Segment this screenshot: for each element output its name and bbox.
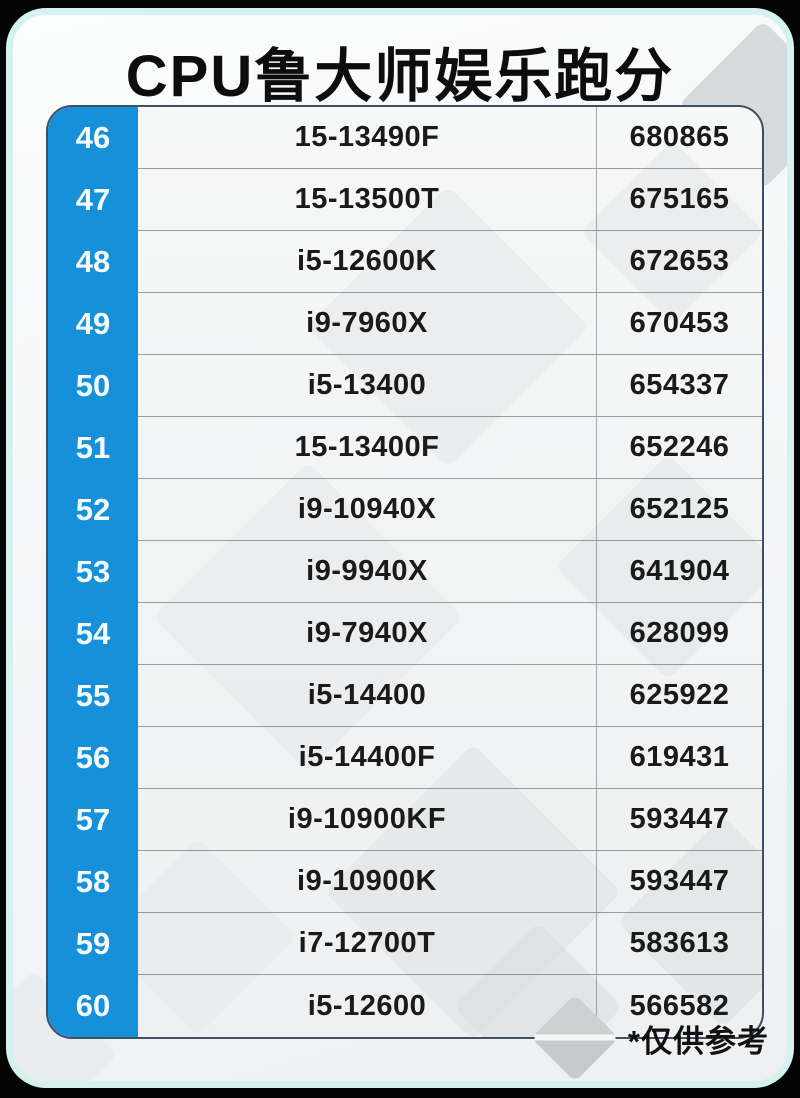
footer-diamond-icon: [531, 994, 619, 1081]
table-row: 50 i5-13400 654337: [48, 355, 762, 417]
row-cells: 15-13400F 652246: [138, 417, 762, 479]
row-cells: 15-13490F 680865: [138, 107, 762, 169]
cpu-model-cell: i7-12700T: [298, 927, 436, 959]
table-row: 53 i9-9940X 641904: [48, 541, 762, 603]
cpu-model-cell: 15-13490F: [294, 121, 440, 153]
row-cells: i5-12600 566582: [138, 975, 762, 1037]
cpu-model-cell: i9-9940X: [306, 555, 428, 587]
cpu-model-cell: i5-14400F: [298, 741, 436, 773]
cpu-model-cell: i5-12600K: [297, 245, 437, 277]
score-cell: 583613: [596, 913, 762, 974]
rank-cell: 58: [48, 851, 138, 913]
row-cells: i5-12600K 672653: [138, 231, 762, 293]
row-cells: i9-7960X 670453: [138, 293, 762, 355]
row-cells: i5-13400 654337: [138, 355, 762, 417]
cpu-model-cell: i9-7960X: [306, 307, 428, 339]
rank-cell: 47: [48, 169, 138, 231]
cpu-table-body: 46 15-13490F 680865 47 15-13500T 675165 …: [48, 107, 762, 1037]
table-row: 56 i5-14400F 619431: [48, 727, 762, 789]
table-row: 47 15-13500T 675165: [48, 169, 762, 231]
table-row: 48 i5-12600K 672653: [48, 231, 762, 293]
cpu-model-cell: i5-14400: [307, 679, 427, 711]
rank-cell: 60: [48, 975, 138, 1037]
table-row: 51 15-13400F 652246: [48, 417, 762, 479]
rank-cell: 57: [48, 789, 138, 851]
table-row: 59 i7-12700T 583613: [48, 913, 762, 975]
rank-cell: 54: [48, 603, 138, 665]
rank-cell: 48: [48, 231, 138, 293]
score-cell: 593447: [596, 789, 762, 850]
row-cells: i5-14400 625922: [138, 665, 762, 727]
table-row: 52 i9-10940X 652125: [48, 479, 762, 541]
score-cell: 654337: [596, 355, 762, 416]
score-cell: 641904: [596, 541, 762, 602]
row-cells: 15-13500T 675165: [138, 169, 762, 231]
score-cell: 670453: [596, 293, 762, 354]
table-row: 49 i9-7960X 670453: [48, 293, 762, 355]
cpu-model-cell: 15-13400F: [294, 431, 440, 463]
cpu-model-cell: 15-13500T: [294, 183, 440, 215]
cpu-model-cell: i9-7940X: [306, 617, 428, 649]
footer-note: *仅供参考: [627, 1023, 769, 1059]
score-cell: 652246: [596, 417, 762, 478]
score-cell: 619431: [596, 727, 762, 788]
cpu-model-cell: i9-10940X: [297, 493, 437, 525]
table-row: 60 i5-12600 566582: [48, 975, 762, 1037]
rank-cell: 51: [48, 417, 138, 479]
row-cells: i5-14400F 619431: [138, 727, 762, 789]
cpu-model-cell: i5-13400: [307, 369, 427, 401]
score-cell: 652125: [596, 479, 762, 540]
card-panel: CPU鲁大师娱乐跑分 46 15-13490F 680865 47 15-135…: [6, 8, 794, 1088]
table-row: 55 i5-14400 625922: [48, 665, 762, 727]
cpu-benchmark-table: 46 15-13490F 680865 47 15-13500T 675165 …: [46, 105, 764, 1039]
row-cells: i7-12700T 583613: [138, 913, 762, 975]
rank-cell: 52: [48, 479, 138, 541]
rank-cell: 56: [48, 727, 138, 789]
cpu-model-cell: i9-10900K: [297, 865, 437, 897]
table-row: 54 i9-7940X 628099: [48, 603, 762, 665]
table-row: 57 i9-10900KF 593447: [48, 789, 762, 851]
score-cell: 593447: [596, 851, 762, 912]
rank-cell: 55: [48, 665, 138, 727]
score-cell: 625922: [596, 665, 762, 726]
row-cells: i9-10900K 593447: [138, 851, 762, 913]
page-title: CPU鲁大师娱乐跑分: [125, 44, 675, 109]
row-cells: i9-10900KF 593447: [138, 789, 762, 851]
footer: *仅供参考: [531, 994, 769, 1081]
row-cells: i9-9940X 641904: [138, 541, 762, 603]
score-cell: 675165: [596, 169, 762, 230]
score-cell: 680865: [596, 107, 762, 168]
score-cell: 566582: [596, 975, 762, 1037]
rank-cell: 49: [48, 293, 138, 355]
cpu-model-cell: i5-12600: [307, 989, 427, 1022]
row-cells: i9-10940X 652125: [138, 479, 762, 541]
table-row: 58 i9-10900K 593447: [48, 851, 762, 913]
score-cell: 628099: [596, 603, 762, 664]
rank-cell: 59: [48, 913, 138, 975]
rank-cell: 53: [48, 541, 138, 603]
rank-cell: 50: [48, 355, 138, 417]
row-cells: i9-7940X 628099: [138, 603, 762, 665]
table-row: 46 15-13490F 680865: [48, 107, 762, 169]
rank-cell: 46: [48, 107, 138, 169]
cpu-model-cell: i9-10900KF: [287, 803, 447, 835]
score-cell: 672653: [596, 231, 762, 292]
